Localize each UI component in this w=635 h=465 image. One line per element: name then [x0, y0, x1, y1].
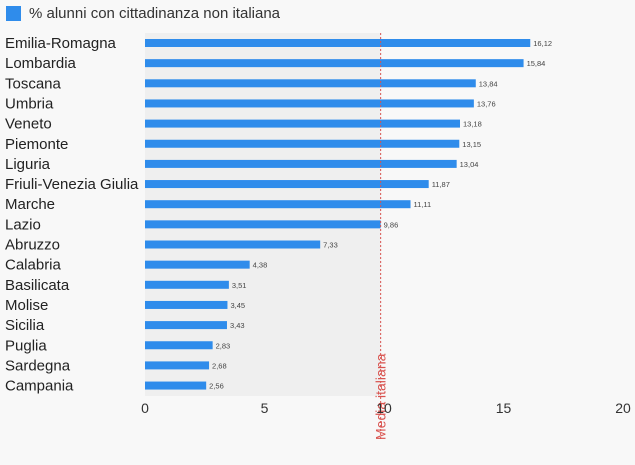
value-label: 13,18 [463, 120, 482, 129]
value-label: 13,76 [477, 99, 496, 108]
value-label: 3,45 [230, 301, 245, 310]
category-label: Friuli-Venezia Giulia [5, 176, 139, 193]
bar [145, 79, 476, 88]
bar [145, 139, 460, 148]
category-label: Marche [5, 196, 55, 213]
bar [145, 300, 228, 309]
legend-label: % alunni con cittadinanza non italiana [29, 5, 281, 22]
bar [145, 260, 250, 269]
category-label: Emilia-Romagna [5, 35, 117, 52]
bar [145, 321, 227, 330]
category-label: Campania [5, 378, 74, 395]
value-label: 11,87 [432, 180, 450, 189]
bar [145, 119, 461, 128]
category-label: Lazio [5, 216, 41, 233]
bar [145, 280, 229, 289]
x-tick-label: 5 [261, 400, 269, 416]
value-label: 13,84 [479, 79, 498, 88]
reference-region [145, 33, 381, 396]
value-label: 3,51 [232, 281, 247, 290]
category-label: Molise [5, 297, 48, 314]
value-label: 2,56 [209, 382, 224, 391]
value-label: 2,83 [216, 341, 231, 350]
value-label: 15,84 [527, 59, 546, 68]
value-label: 11,11 [414, 200, 432, 209]
legend: % alunni con cittadinanza non italiana [6, 5, 280, 22]
value-label: 4,38 [253, 261, 268, 270]
category-label: Basilicata [5, 277, 70, 294]
category-label: Sardegna [5, 357, 71, 374]
category-label: Umbria [5, 95, 54, 112]
bar [145, 341, 213, 350]
x-tick-label: 10 [376, 400, 392, 416]
category-label: Liguria [5, 156, 51, 173]
x-tick-label: 20 [615, 400, 631, 416]
bar [145, 99, 474, 108]
bar [145, 39, 531, 47]
value-label: 13,04 [460, 160, 479, 169]
category-label: Lombardia [5, 55, 77, 72]
bar [145, 220, 381, 229]
legend-swatch [6, 6, 21, 21]
category-label: Sicilia [5, 317, 45, 334]
x-tick-label: 15 [496, 400, 512, 416]
bar [145, 240, 321, 249]
bar [145, 381, 207, 390]
value-label: 3,43 [230, 321, 245, 330]
value-label: 2,68 [212, 361, 227, 370]
bar [145, 159, 457, 168]
bar [145, 361, 210, 370]
value-label: 16,12 [533, 39, 552, 48]
value-label: 9,86 [384, 220, 399, 229]
bar [145, 59, 524, 68]
category-label: Puglia [5, 337, 47, 354]
category-label: Toscana [5, 75, 62, 92]
bar [145, 180, 429, 189]
category-label: Calabria [5, 257, 62, 274]
category-label: Piemonte [5, 136, 68, 153]
category-label: Veneto [5, 116, 52, 133]
value-label: 7,33 [323, 241, 338, 250]
value-label: 13,15 [462, 140, 481, 149]
x-tick-label: 0 [141, 400, 149, 416]
category-label: Abruzzo [5, 237, 60, 254]
bar [145, 200, 411, 209]
reference-line-label: Media italiana [373, 353, 389, 440]
